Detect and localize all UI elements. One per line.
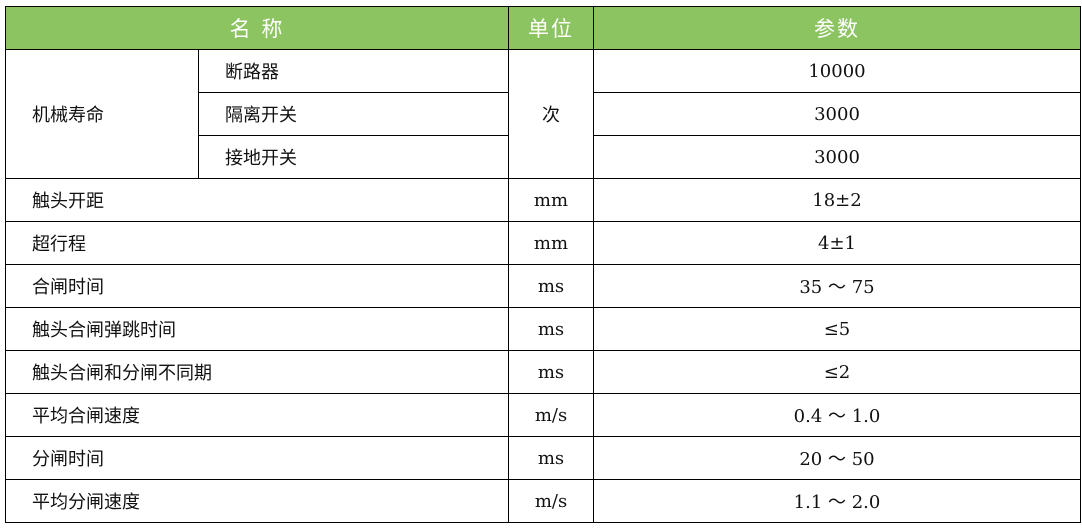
cell-unit: ms bbox=[508, 350, 594, 394]
cell-unit: mm bbox=[508, 178, 594, 222]
table-row: 接地开关 3000 bbox=[6, 135, 1081, 179]
cell-name: 触头合闸弹跳时间 bbox=[5, 307, 509, 351]
header-unit: 单位 bbox=[508, 6, 594, 50]
cell-unit: m/s bbox=[508, 479, 594, 523]
table-row: 超行程 mm 4±1 bbox=[5, 221, 1081, 265]
cell-name: 触头合闸和分闸不同期 bbox=[5, 350, 509, 394]
header-param: 参数 bbox=[593, 6, 1081, 50]
value: 3000 bbox=[593, 92, 1081, 136]
cell-unit: ms bbox=[508, 307, 594, 351]
table-row: 平均合闸速度 m/s 0.4 ～ 1.0 bbox=[5, 393, 1081, 437]
cell-value: 1.1 ～ 2.0 bbox=[593, 479, 1081, 523]
cell-value: 4±1 bbox=[593, 221, 1081, 265]
table-row: 合闸时间 ms 35 ～ 75 bbox=[5, 264, 1081, 308]
table-row: 触头开距 mm 18±2 bbox=[5, 178, 1081, 222]
cell-name: 平均分闸速度 bbox=[5, 479, 509, 523]
cell-unit: m/s bbox=[508, 393, 594, 437]
value: 3000 bbox=[593, 135, 1081, 179]
cell-unit: mm bbox=[508, 221, 594, 265]
table-row: 隔离开关 3000 bbox=[6, 92, 1081, 136]
table-row: 触头合闸弹跳时间 ms ≤5 bbox=[5, 307, 1081, 351]
cell-name: 平均合闸速度 bbox=[5, 393, 509, 437]
group-label: 机械寿命 bbox=[5, 49, 199, 179]
table-row: 平均分闸速度 m/s 1.1 ～ 2.0 bbox=[5, 479, 1081, 523]
sub-name: 隔离开关 bbox=[198, 92, 509, 136]
cell-value: 20 ～ 50 bbox=[593, 436, 1081, 480]
table-row: 机械寿命 断路器 次 10000 bbox=[5, 49, 1081, 179]
sub-name: 接地开关 bbox=[198, 135, 509, 179]
cell-value: 0.4 ～ 1.0 bbox=[593, 393, 1081, 437]
header-name: 名 称 bbox=[5, 6, 509, 50]
header-row: 名 称 单位 参数 bbox=[5, 6, 1081, 50]
cell-value: 35 ～ 75 bbox=[593, 264, 1081, 308]
parameter-table: 名 称 单位 参数 机械寿命 断路器 次 10000 隔离开关 3000 接地开… bbox=[5, 6, 1081, 523]
cell-value: ≤5 bbox=[593, 307, 1081, 351]
cell-name: 合闸时间 bbox=[5, 264, 509, 308]
table-row: 触头合闸和分闸不同期 ms ≤2 bbox=[5, 350, 1081, 394]
cell-name: 触头开距 bbox=[5, 178, 509, 222]
cell-unit: ms bbox=[508, 264, 594, 308]
cell-name: 分闸时间 bbox=[5, 436, 509, 480]
sub-name: 断路器 bbox=[198, 49, 509, 93]
cell-value: 18±2 bbox=[593, 178, 1081, 222]
cell-name: 超行程 bbox=[5, 221, 509, 265]
cell-value: ≤2 bbox=[593, 350, 1081, 394]
group-unit: 次 bbox=[508, 49, 594, 179]
table-row: 分闸时间 ms 20 ～ 50 bbox=[5, 436, 1081, 480]
value: 10000 bbox=[593, 49, 1081, 93]
cell-unit: ms bbox=[508, 436, 594, 480]
